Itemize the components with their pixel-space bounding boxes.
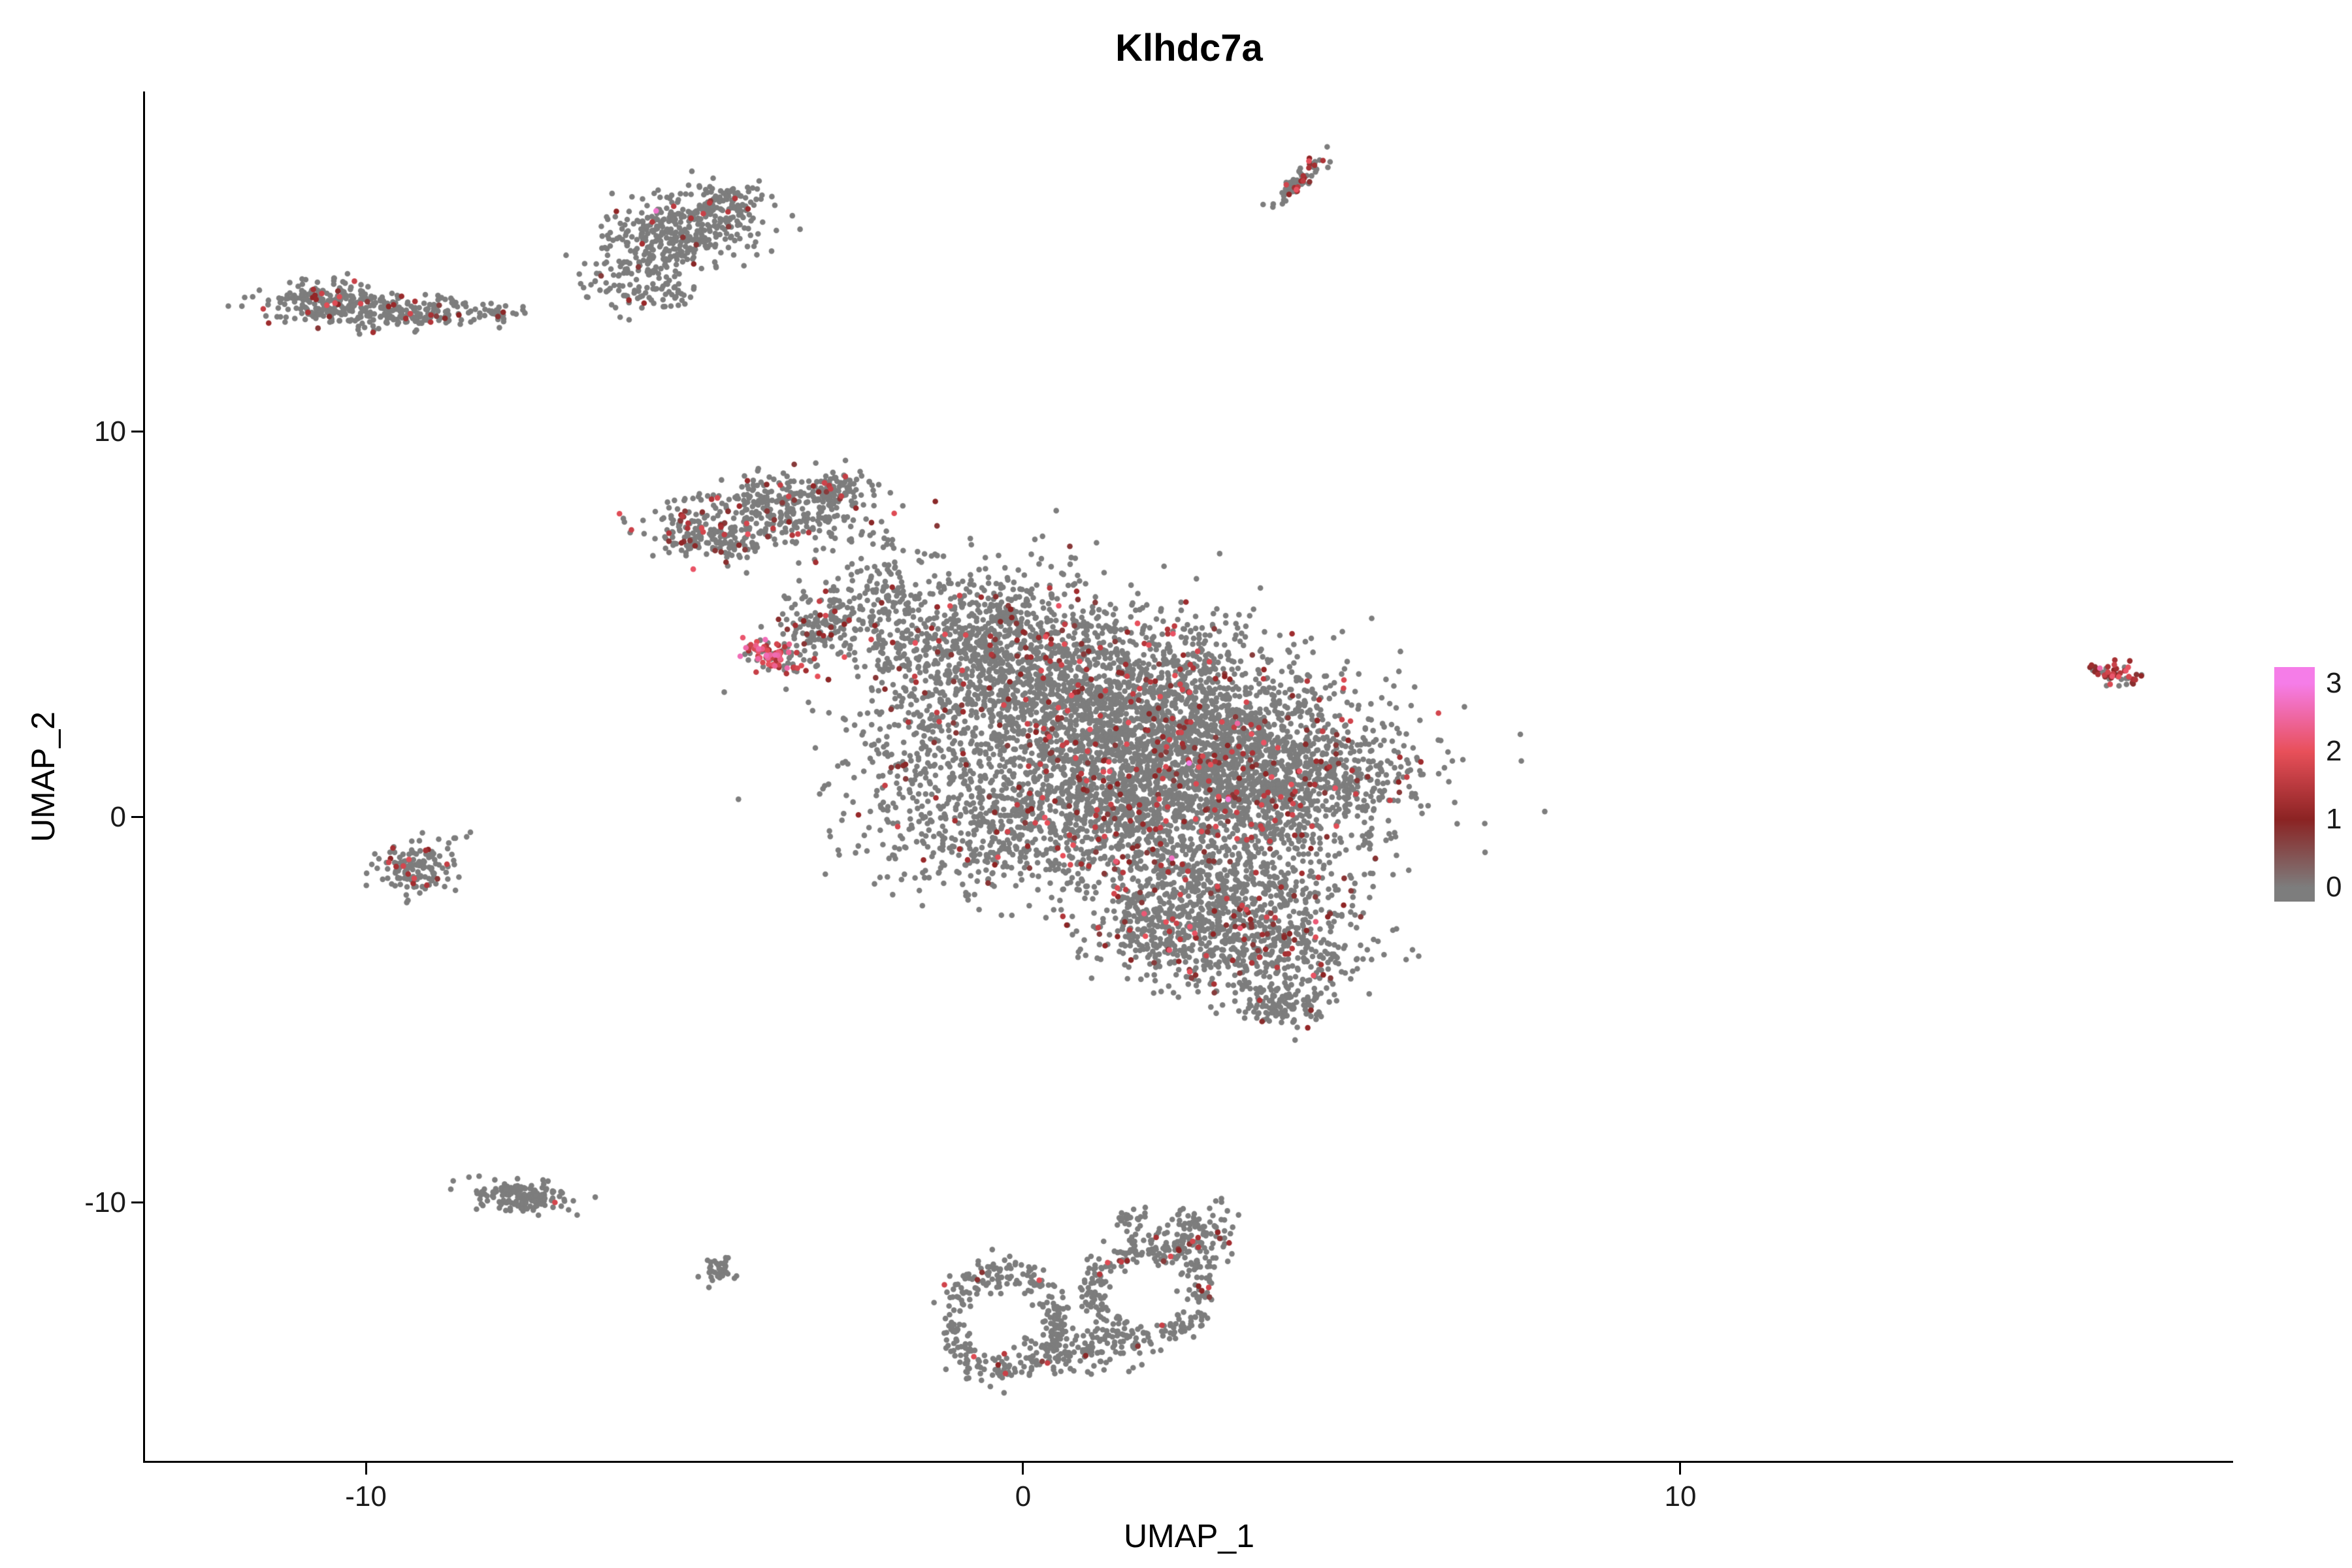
x-tick-label: 10 <box>1664 1480 1697 1512</box>
y-tick-label: 10 <box>94 415 126 448</box>
y-axis-line <box>143 91 145 1463</box>
legend-label: 1 <box>2326 803 2342 836</box>
x-tick-label: 0 <box>1015 1480 1032 1512</box>
y-tick-mark <box>131 431 143 433</box>
x-tick-mark <box>1022 1463 1024 1475</box>
legend-label: 3 <box>2326 667 2342 700</box>
y-axis-label: UMAP_2 <box>25 711 61 843</box>
y-tick-mark <box>131 1201 143 1204</box>
x-tick-label: -10 <box>345 1480 387 1512</box>
x-axis-line <box>143 1461 2233 1463</box>
y-tick-mark <box>131 816 143 819</box>
y-tick-label: -10 <box>84 1186 126 1218</box>
x-axis-label: UMAP_1 <box>1123 1518 1255 1554</box>
legend-colorbar <box>2274 667 2315 902</box>
x-tick-mark <box>365 1463 367 1475</box>
legend-label: 0 <box>2326 871 2342 904</box>
x-tick-mark <box>1679 1463 1682 1475</box>
legend-label: 2 <box>2326 735 2342 768</box>
y-tick-label: 0 <box>110 800 126 833</box>
